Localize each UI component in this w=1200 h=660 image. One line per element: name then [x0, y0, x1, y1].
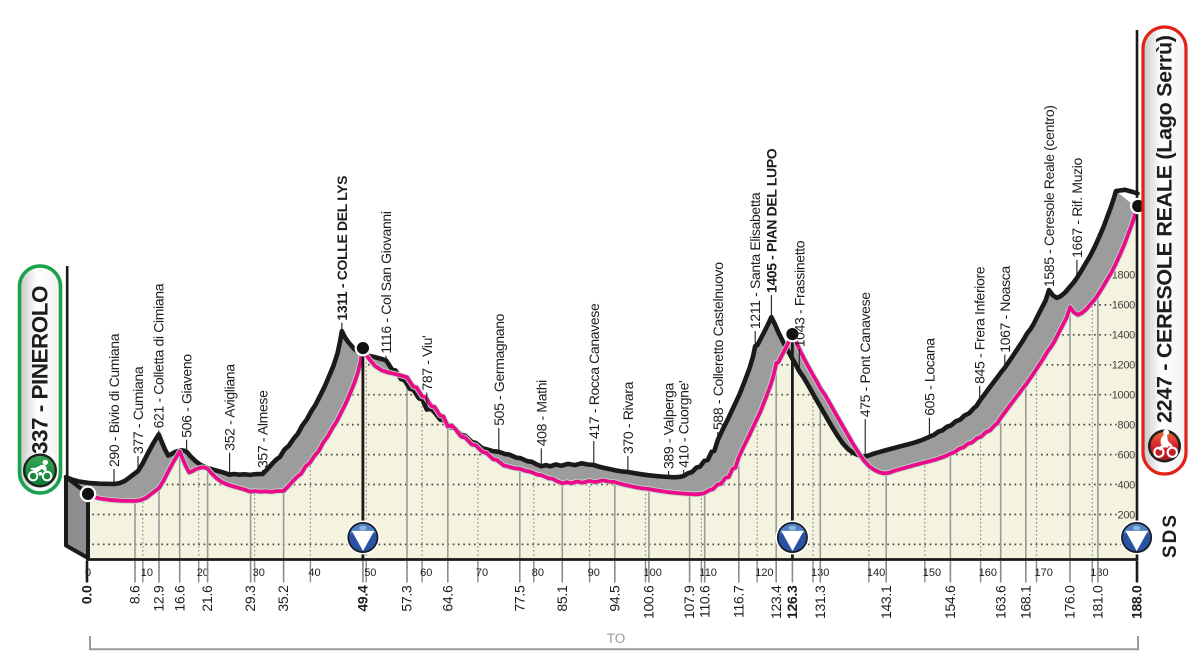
svg-text:10: 10 — [141, 567, 153, 579]
svg-text:1211 - Santa Elisabetta: 1211 - Santa Elisabetta — [747, 192, 763, 329]
svg-text:21.6: 21.6 — [199, 585, 215, 612]
svg-text:29.3: 29.3 — [242, 585, 258, 612]
svg-text:180: 180 — [1090, 567, 1108, 579]
svg-text:200: 200 — [1118, 509, 1136, 521]
svg-text:SDS: SDS — [1160, 513, 1181, 558]
svg-text:126.3: 126.3 — [784, 585, 800, 619]
svg-text:188.0: 188.0 — [1129, 585, 1145, 619]
svg-text:94.5: 94.5 — [606, 585, 622, 612]
svg-text:40: 40 — [308, 567, 320, 579]
svg-text:60: 60 — [420, 567, 432, 579]
svg-text:370 - Rivara: 370 - Rivara — [620, 381, 636, 454]
svg-text:80: 80 — [532, 567, 544, 579]
svg-text:588 - Colleretto Castelnuovo: 588 - Colleretto Castelnuovo — [710, 262, 726, 430]
svg-text:1000: 1000 — [1112, 390, 1135, 402]
svg-text:1400: 1400 — [1112, 330, 1135, 342]
svg-text:408 - Mathi: 408 - Mathi — [533, 380, 549, 446]
svg-text:1116 - Col San Giovanni: 1116 - Col San Giovanni — [378, 211, 394, 354]
svg-text:168.1: 168.1 — [1017, 585, 1033, 619]
svg-text:600: 600 — [1118, 449, 1136, 461]
svg-text:140: 140 — [867, 567, 885, 579]
svg-text:120: 120 — [755, 567, 773, 579]
svg-text:70: 70 — [476, 567, 488, 579]
svg-text:110: 110 — [699, 567, 717, 579]
svg-text:1585 - Ceresole Reale (centro): 1585 - Ceresole Reale (centro) — [1041, 105, 1057, 287]
svg-text:1667 - Rif. Muzio: 1667 - Rif. Muzio — [1069, 157, 1085, 257]
svg-text:64.6: 64.6 — [439, 585, 455, 612]
svg-text:605 - Locana: 605 - Locana — [921, 338, 937, 416]
svg-text:107.9: 107.9 — [681, 585, 697, 619]
svg-text:1067 - Noasca: 1067 - Noasca — [997, 266, 1013, 353]
svg-text:1311 - COLLE DEL LYS: 1311 - COLLE DEL LYS — [334, 176, 350, 321]
svg-text:0.0: 0.0 — [79, 585, 95, 604]
svg-text:TO: TO — [607, 631, 626, 646]
svg-text:90: 90 — [588, 567, 600, 579]
svg-text:400: 400 — [1118, 479, 1136, 491]
svg-text:377 - Cumiana: 377 - Cumiana — [130, 366, 146, 454]
svg-text:357 - Almese: 357 - Almese — [255, 390, 271, 468]
svg-text:100.6: 100.6 — [641, 585, 657, 619]
svg-text:12.9: 12.9 — [151, 585, 167, 612]
svg-text:85.1: 85.1 — [554, 585, 570, 612]
svg-text:35.2: 35.2 — [275, 585, 291, 612]
svg-text:8.6: 8.6 — [127, 585, 143, 604]
svg-text:20: 20 — [197, 567, 209, 579]
svg-text:100: 100 — [644, 567, 662, 579]
svg-text:1800: 1800 — [1112, 270, 1135, 282]
svg-text:337 - PINEROLO: 337 - PINEROLO — [28, 286, 53, 454]
svg-text:57.3: 57.3 — [399, 585, 415, 612]
svg-text:389 - Valperga: 389 - Valperga — [661, 383, 677, 469]
svg-text:30: 30 — [253, 567, 265, 579]
svg-text:417 - Rocca Canavese: 417 - Rocca Canavese — [586, 303, 602, 439]
svg-text:352 - Avigliana: 352 - Avigliana — [222, 364, 238, 451]
svg-text:77.5: 77.5 — [511, 585, 527, 612]
svg-text:1043 - Frassinetto: 1043 - Frassinetto — [791, 240, 807, 347]
svg-text:621 - Colletta di Cimiana: 621 - Colletta di Cimiana — [151, 283, 167, 428]
svg-text:163.6: 163.6 — [992, 585, 1008, 619]
svg-text:1405 - PIAN DEL LUPO: 1405 - PIAN DEL LUPO — [763, 148, 779, 293]
svg-text:150: 150 — [923, 567, 941, 579]
svg-text:131.3: 131.3 — [812, 585, 828, 619]
svg-text:49.4: 49.4 — [355, 585, 371, 612]
svg-text:475 - Pont Canavese: 475 - Pont Canavese — [857, 292, 873, 417]
svg-text:170: 170 — [1035, 567, 1053, 579]
svg-text:410 - Cuorgne': 410 - Cuorgne' — [676, 381, 692, 468]
svg-text:845 - Frera Inferiore: 845 - Frera Inferiore — [972, 266, 988, 384]
svg-text:116.7: 116.7 — [730, 585, 746, 618]
svg-text:506 - Giaveno: 506 - Giaveno — [179, 354, 195, 438]
svg-text:123.4: 123.4 — [768, 585, 784, 619]
svg-text:16.6: 16.6 — [171, 585, 187, 612]
svg-text:110.6: 110.6 — [696, 585, 712, 618]
svg-text:160: 160 — [979, 567, 997, 579]
svg-text:787 - Viu': 787 - Viu' — [419, 336, 435, 391]
svg-text:1600: 1600 — [1112, 300, 1135, 312]
svg-text:2247 - CERESOLE REALE (Lago Se: 2247 - CERESOLE REALE (Lago Serrù) — [1153, 35, 1177, 423]
svg-text:50: 50 — [364, 567, 376, 579]
svg-text:505 - Germagnano: 505 - Germagnano — [491, 313, 507, 425]
svg-text:290 - Bivio di Cumiana: 290 - Bivio di Cumiana — [106, 333, 122, 467]
svg-text:154.6: 154.6 — [942, 585, 958, 619]
svg-text:1200: 1200 — [1112, 360, 1135, 372]
svg-text:143.1: 143.1 — [878, 585, 894, 619]
svg-text:181.0: 181.0 — [1090, 585, 1106, 619]
svg-text:176.0: 176.0 — [1062, 585, 1078, 619]
svg-text:800: 800 — [1118, 419, 1136, 431]
